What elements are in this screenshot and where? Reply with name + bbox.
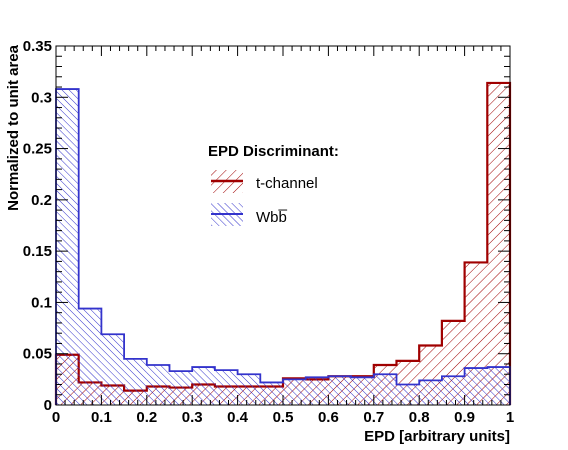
y-tick-label: 0.3 xyxy=(31,89,52,106)
y-tick-label: 0.25 xyxy=(23,141,52,158)
bar-wbb-3 xyxy=(124,358,147,405)
y-tick-label: 0.1 xyxy=(31,294,52,311)
x-tick-label: 0.2 xyxy=(136,409,157,426)
bar-wbb-9 xyxy=(260,382,283,405)
y-tick-label: 0 xyxy=(44,397,52,414)
bar-wbb-19 xyxy=(487,367,510,405)
bar-wbb-7 xyxy=(214,370,238,405)
legend-label-t-channel: t-channel xyxy=(256,175,318,192)
x-tick-label: 0.9 xyxy=(454,409,475,426)
bar-wbb-17 xyxy=(441,376,465,405)
plot-area xyxy=(54,45,512,406)
bar-wbb-4 xyxy=(146,364,170,405)
legend-label-wbb: Wbb̅ xyxy=(256,209,288,226)
y-axis: 0 0.05 0.1 0.15 0.2 0.25 0.3 0.35 xyxy=(23,38,510,414)
bar-wbb-2 xyxy=(101,334,125,405)
bar-wbb-12 xyxy=(328,376,352,405)
bar-wbb-5 xyxy=(169,371,193,405)
bar-wbb-18 xyxy=(464,368,488,405)
y-tick-label: 0.35 xyxy=(23,38,52,55)
y-axis-title: Normalized to unit area xyxy=(5,44,22,211)
x-tick-label: 0 xyxy=(52,409,60,426)
x-axis: 0 0.1 0.2 0.3 0.4 0.5 0.6 0.7 0.8 0.9 1 xyxy=(52,46,514,426)
bar-wbb-16 xyxy=(419,380,442,405)
legend: EPD Discriminant: t-channel Wbb̅ xyxy=(208,143,339,226)
legend-entry-t-channel: t-channel xyxy=(211,170,318,193)
y-tick-label: 0.2 xyxy=(31,192,52,209)
bar-wbb-14 xyxy=(373,374,397,405)
x-tick-label: 0.3 xyxy=(182,409,203,426)
legend-title: EPD Discriminant: xyxy=(208,143,339,160)
x-tick-label: 0.4 xyxy=(227,409,249,426)
y-tick-label: 0.05 xyxy=(23,346,52,363)
bar-wbb-11 xyxy=(305,377,329,405)
x-tick-label: 0.7 xyxy=(363,409,384,426)
series-wbb xyxy=(55,88,511,405)
bar-wbb-13 xyxy=(351,377,374,405)
bar-t-channel-19 xyxy=(487,82,510,405)
bar-wbb-8 xyxy=(237,374,261,405)
bar-wbb-0 xyxy=(56,89,79,405)
bar-wbb-6 xyxy=(192,367,215,405)
x-tick-label: 0.1 xyxy=(91,409,112,426)
x-tick-label: 0.5 xyxy=(273,409,294,426)
x-tick-label: 1 xyxy=(506,409,514,426)
x-axis-title: EPD [arbitrary units] xyxy=(364,428,510,445)
y-tick-label: 0.15 xyxy=(23,243,52,260)
bar-wbb-10 xyxy=(283,379,306,405)
x-tick-label: 0.6 xyxy=(318,409,339,426)
outline-wbb xyxy=(55,88,511,405)
legend-entry-wbb: Wbb̅ xyxy=(211,203,288,226)
bar-wbb-15 xyxy=(396,384,420,405)
bar-wbb-1 xyxy=(78,308,102,405)
x-tick-label: 0.8 xyxy=(409,409,430,426)
